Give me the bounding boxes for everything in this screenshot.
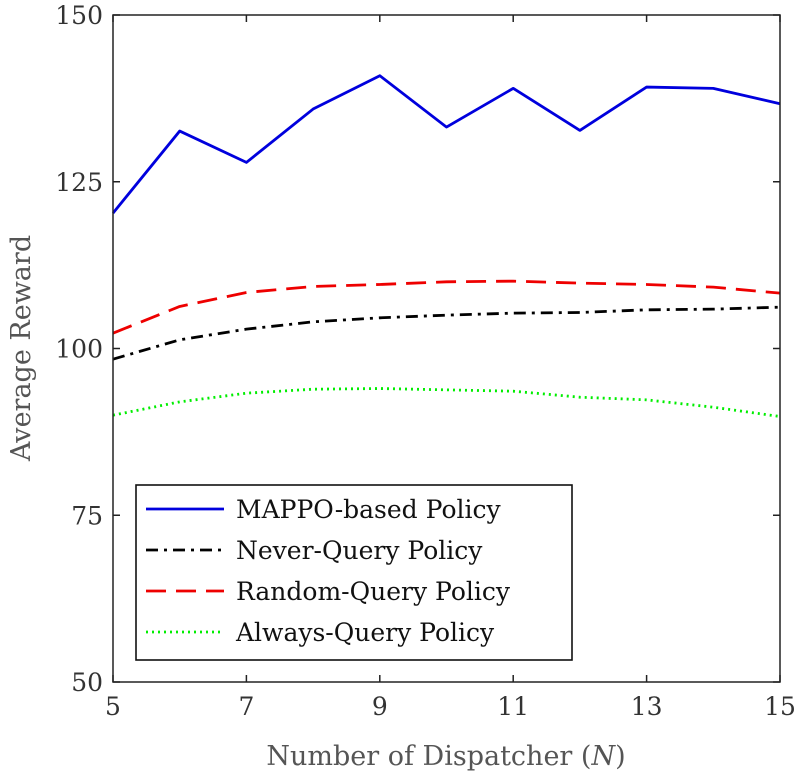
x-tick-label: 9	[372, 692, 388, 721]
x-axis-label-variable: N	[590, 741, 616, 772]
x-tick-label: 7	[238, 692, 254, 721]
y-tick-label: 75	[71, 501, 103, 530]
y-tick-label: 150	[55, 1, 103, 30]
series-line-4	[112, 387, 781, 418]
y-tick-label: 100	[55, 335, 103, 364]
series-line-3	[112, 279, 781, 335]
x-tick-label: 13	[631, 692, 663, 721]
x-axis-label-text: Number of Dispatcher (	[266, 741, 591, 772]
x-axis-label-close: )	[615, 741, 626, 772]
series-line-2	[112, 305, 781, 361]
legend-label-1: MAPPO-based Policy	[236, 495, 501, 524]
x-axis-label: Number of Dispatcher (N)	[266, 741, 625, 772]
x-tick-label: 5	[105, 692, 121, 721]
x-tick-label: 11	[497, 692, 529, 721]
y-tick-label: 125	[55, 168, 103, 197]
legend: MAPPO-based Policy Never-Query Policy Rand…	[135, 484, 573, 661]
y-axis-label: Average Reward	[6, 235, 37, 462]
x-tick-label: 15	[764, 692, 796, 721]
legend-label-3: Random-Query Policy	[236, 577, 511, 606]
legend-label-2: Never-Query Policy	[236, 536, 483, 565]
series-line-1	[111, 74, 781, 214]
legend-box	[135, 484, 573, 661]
y-tick-label: 50	[71, 668, 103, 697]
legend-label-4: Always-Query Policy	[235, 618, 495, 647]
